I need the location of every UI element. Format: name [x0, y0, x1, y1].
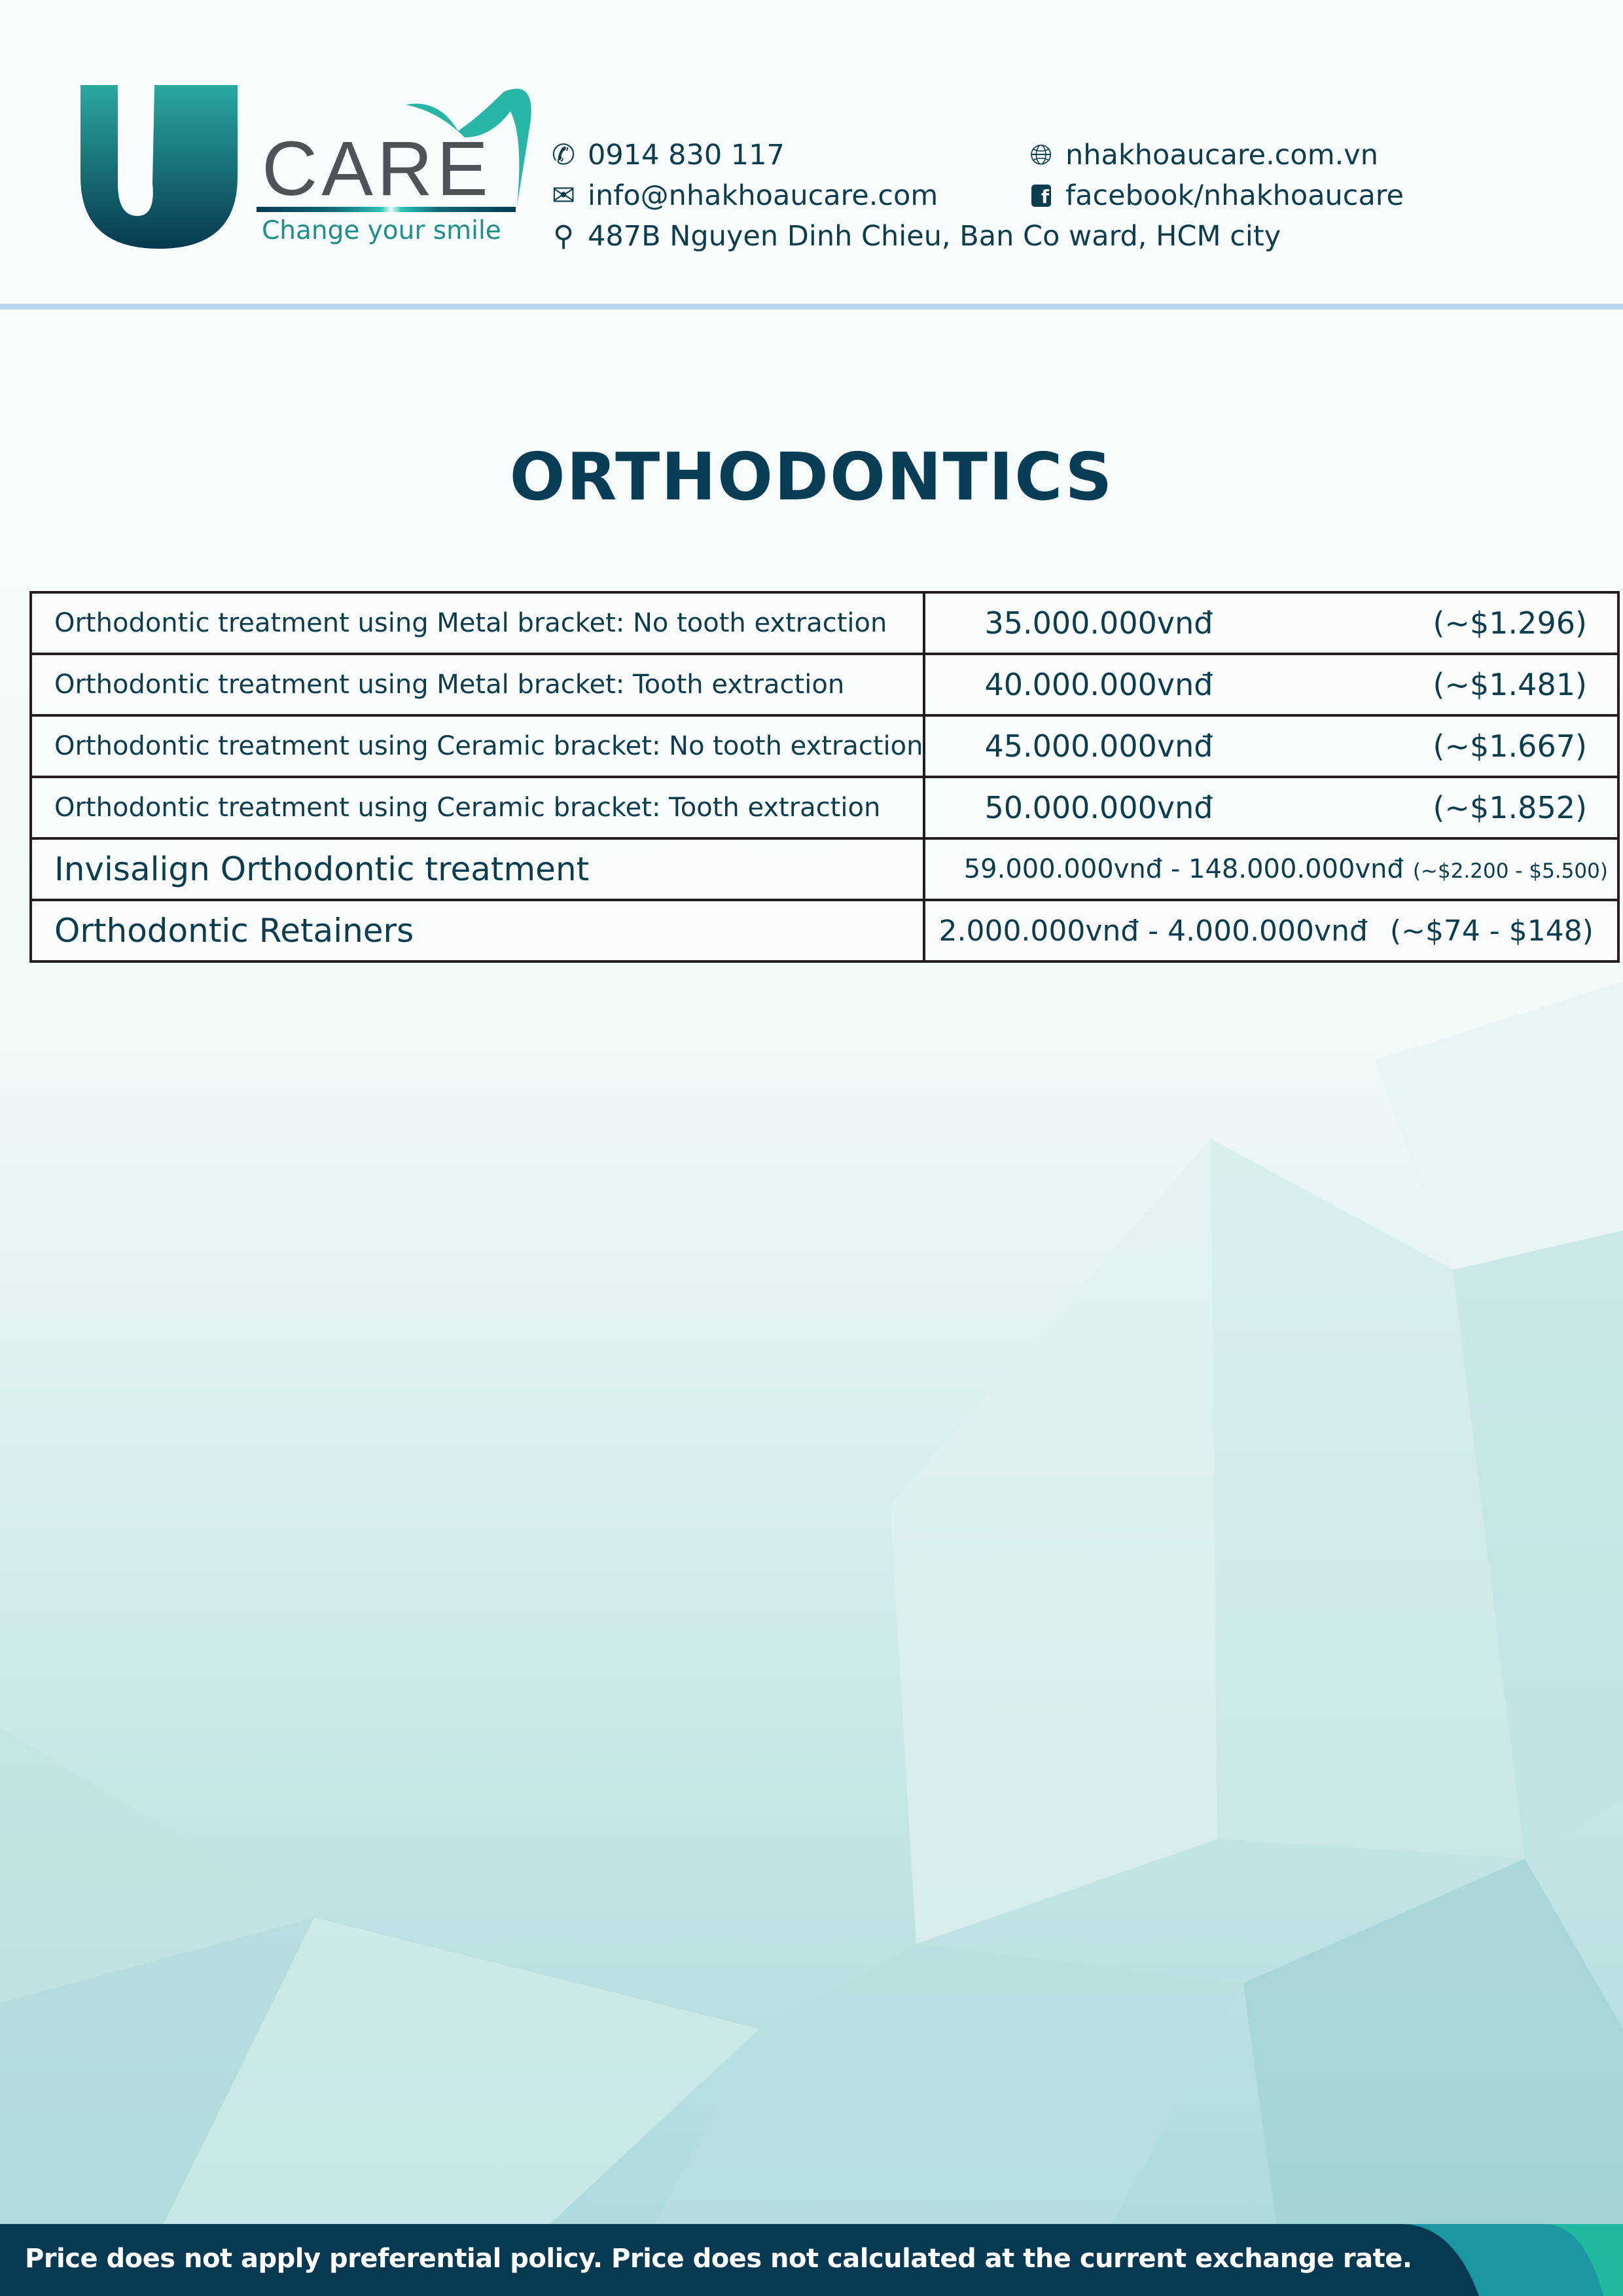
- email-text: info@nhakhoaucare.com: [588, 179, 938, 212]
- globe-icon: 🌐︎: [1029, 139, 1053, 171]
- logo-wordmark: CARE: [262, 126, 492, 212]
- phone-text: 0914 830 117: [588, 139, 785, 171]
- price-usd: (~$1.481): [1433, 667, 1587, 702]
- logo-u-mark: [80, 85, 238, 249]
- contact-website[interactable]: 🌐︎ nhakhoaucare.com.vn: [1029, 139, 1378, 171]
- facebook-icon: f: [1029, 183, 1054, 208]
- price-vnd: 40.000.000vnđ: [984, 667, 1213, 702]
- footer-wave: [1178, 2224, 1623, 2296]
- contact-phone[interactable]: ✆ 0914 830 117: [551, 139, 785, 171]
- contact-email[interactable]: ✉ info@nhakhoaucare.com: [551, 179, 938, 212]
- address-text: 487B Nguyen Dinh Chieu, Ban Co ward, HCM…: [588, 220, 1281, 253]
- service-name: Orthodontic Retainers: [29, 899, 926, 963]
- footer-note: Price does not apply preferential policy…: [25, 2244, 1412, 2274]
- table-row: Invisalign Orthodontic treatment 59.000.…: [29, 837, 1620, 901]
- service-name: Orthodontic treatment using Metal bracke…: [29, 591, 926, 655]
- price-usd: (~$1.667): [1433, 728, 1587, 764]
- table-row: Orthodontic treatment using Ceramic brac…: [29, 714, 1620, 778]
- table-row: Orthodontic Retainers 2.000.000vnđ - 4.0…: [29, 899, 1620, 963]
- map-pin-icon: ⚲: [553, 220, 574, 253]
- price-table: Orthodontic treatment using Metal bracke…: [29, 591, 1620, 963]
- logo-slogan: Change your smile: [262, 216, 501, 245]
- phone-icon: ✆: [551, 139, 576, 171]
- service-name: Orthodontic treatment using Metal bracke…: [29, 653, 926, 717]
- page-title: ORTHODONTICS: [509, 439, 1114, 515]
- facebook-text: facebook/nhakhoaucare: [1065, 179, 1404, 212]
- envelope-icon: ✉: [551, 179, 576, 212]
- logo-divider: [257, 207, 516, 212]
- service-name: Orthodontic treatment using Ceramic brac…: [29, 714, 926, 778]
- table-row: Orthodontic treatment using Metal bracke…: [29, 591, 1620, 655]
- price-vnd: 2.000.000vnđ - 4.000.000vnđ: [938, 914, 1368, 948]
- footer-bar: Price does not apply preferential policy…: [0, 2224, 1623, 2296]
- contact-facebook[interactable]: f facebook/nhakhoaucare: [1029, 179, 1404, 212]
- price-vnd: 35.000.000vnđ: [984, 605, 1213, 641]
- service-name: Orthodontic treatment using Ceramic brac…: [29, 776, 926, 840]
- price-usd: (~$2.200 - $5.500): [1412, 859, 1608, 883]
- price-vnd: 50.000.000vnđ: [984, 790, 1213, 825]
- contact-address: ⚲ 487B Nguyen Dinh Chieu, Ban Co ward, HC…: [551, 220, 1281, 253]
- price-vnd: 45.000.000vnđ: [984, 728, 1213, 764]
- logo-tooth-swoosh: [406, 88, 531, 206]
- service-name: Invisalign Orthodontic treatment: [29, 837, 926, 901]
- header-divider: [0, 304, 1623, 310]
- price-usd: (~$1.296): [1433, 605, 1587, 641]
- price-vnd: 59.000.000vnđ - 148.000.000vnđ: [963, 854, 1404, 884]
- table-row: Orthodontic treatment using Ceramic brac…: [29, 776, 1620, 840]
- website-text: nhakhoaucare.com.vn: [1065, 139, 1378, 171]
- table-row: Orthodontic treatment using Metal bracke…: [29, 653, 1620, 717]
- price-usd: (~$74 - $148): [1389, 914, 1594, 948]
- price-usd: (~$1.852): [1433, 790, 1587, 825]
